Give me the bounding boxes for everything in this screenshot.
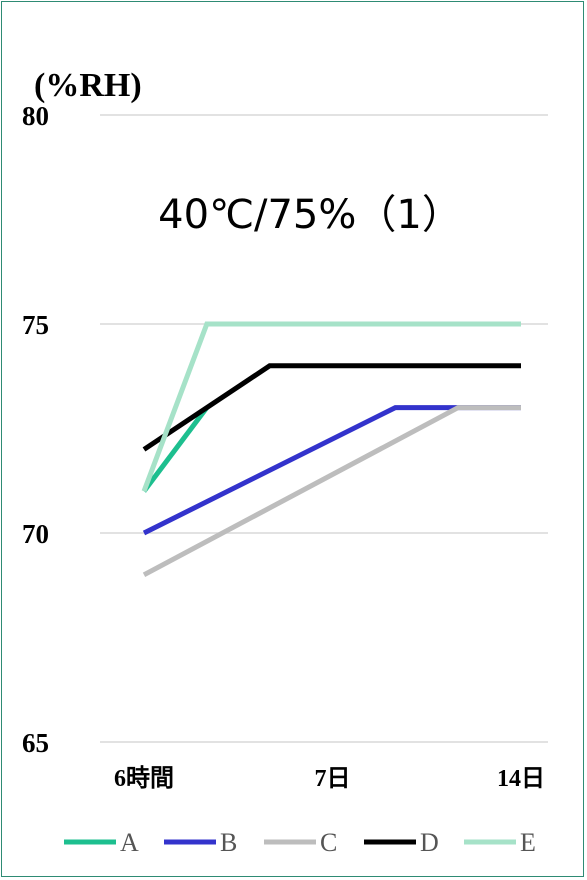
series-line-a [142,406,209,493]
y-tick-label: 70 [22,519,49,549]
series-line-b [142,405,521,536]
legend: A B C D E [64,828,536,857]
y-tick-label: 65 [22,728,49,758]
series-lines [141,321,521,578]
x-tick-labels: 6時間 7日 14日 [114,765,545,792]
x-tick-label: 7日 [315,766,351,792]
x-tick-label: 6時間 [114,765,174,792]
x-tick-label: 14日 [497,766,545,792]
legend-label-a: A [120,828,139,857]
legend-label-d: D [420,828,439,857]
y-axis-unit-label: (%RH) [34,67,142,104]
legend-label-c: C [320,828,337,857]
chart-title: 40℃/75%（1） [158,192,462,238]
series-line-e [141,321,521,493]
y-tick-labels: 65 70 75 80 [22,101,49,758]
legend-label-e: E [520,828,536,857]
series-line-c [142,405,521,578]
legend-label-b: B [220,828,237,857]
y-tick-label: 75 [22,310,49,340]
series-line-d [142,363,521,452]
y-tick-label: 80 [22,101,49,131]
